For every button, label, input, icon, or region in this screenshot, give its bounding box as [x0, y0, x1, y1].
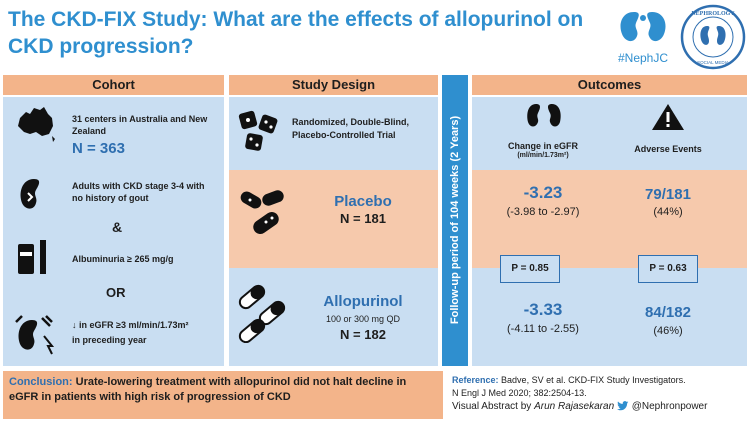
reference-block: Reference: Badve, SV et al. CKD-FIX Stud…	[452, 374, 748, 413]
visual-abstract-prefix: Visual Abstract by	[452, 401, 532, 412]
follow-up-bar	[442, 75, 468, 366]
design-type-panel	[229, 97, 438, 170]
dice-icon	[238, 110, 278, 151]
kidneys-icon	[527, 104, 561, 127]
reference-label: Reference:	[452, 375, 499, 385]
australia-map-icon	[18, 107, 55, 142]
page-title: The CKD-FIX Study: What are the effects …	[8, 8, 584, 58]
declining-kidney-icon	[15, 315, 55, 355]
cohort-criteria-egfr: ↓ in eGFR ≥3 ml/min/1.73m²	[72, 320, 189, 330]
allopurinol-label: Allopurinol	[323, 293, 403, 310]
warning-icon	[652, 104, 684, 130]
outcome-egfr-title: Change in eGFR	[507, 141, 578, 151]
twitter-handle[interactable]: @Nephronpower	[631, 401, 708, 412]
p-value-adverse-events: P = 0.63	[638, 255, 698, 283]
cohort-criteria-albuminuria: Albuminuria ≥ 265 mg/g	[72, 254, 174, 264]
reference-line2: N Engl J Med 2020; 382:2504-13.	[452, 388, 587, 398]
allopurinol-egfr-change: -3.33	[523, 300, 563, 319]
allopurinol-adverse-events: 84/182	[645, 304, 691, 321]
reference-line1: Badve, SV et al. CKD-FIX Study Investiga…	[501, 375, 686, 385]
twitter-icon	[616, 401, 629, 411]
svg-text:SOCIAL MEDIA: SOCIAL MEDIA	[697, 60, 729, 65]
outcome-ae-title: Adverse Events	[634, 144, 702, 154]
outcomes-allopurinol-panel	[472, 268, 747, 366]
study-design-type: Randomized, Double-Blind, Placebo-Contro…	[292, 117, 409, 140]
nephjc-label: #NephJC	[617, 51, 669, 65]
placebo-adverse-events: 79/181	[645, 186, 691, 203]
cohort-centers: 31 centers in Australia and New Zealand	[72, 114, 208, 136]
outcome-egfr-unit: (ml/min/1.73m²)	[517, 152, 569, 159]
allopurinol-ae-percent: (46%)	[653, 325, 683, 337]
allopurinol-egfr-ci: (-4.11 to -2.55)	[507, 323, 579, 335]
placebo-egfr-ci: (-3.98 to -2.97)	[506, 206, 580, 218]
follow-up-label: Follow-up period of 104 weeks (2 Years)	[449, 115, 461, 325]
kidney-icon	[620, 12, 666, 42]
cohort-criteria-egfr-period: in preceding year	[72, 335, 147, 345]
outcomes-titles-panel	[472, 97, 747, 170]
nephrology-seal-logo: NEPHROLOGY SOCIAL MEDIA	[680, 4, 746, 70]
visual-abstract-author: Arun Rajasekaran	[534, 401, 615, 412]
cohort-criteria-ckd: Adults with CKD stage 3-4 with no histor…	[72, 181, 205, 203]
placebo-n: N = 181	[340, 211, 386, 226]
outcomes-header: Outcomes	[472, 75, 747, 95]
cohort-header: Cohort	[3, 75, 224, 95]
conclusion-text: Urate-lowering treatment with allopurino…	[9, 376, 407, 403]
allopurinol-dose: 100 or 300 mg QD	[325, 314, 401, 324]
placebo-pills-icon	[240, 190, 284, 235]
conclusion-lead: Conclusion:	[9, 376, 73, 388]
urine-test-icon	[18, 240, 46, 274]
svg-text:NEPHROLOGY: NEPHROLOGY	[691, 11, 735, 17]
placebo-ae-percent: (44%)	[653, 206, 683, 218]
nephjc-logo: #NephJC	[612, 6, 674, 68]
allopurinol-capsules-icon	[238, 284, 286, 343]
outcomes-placebo-panel	[472, 170, 747, 268]
placebo-egfr-change: -3.23	[523, 183, 563, 202]
allopurinol-n: N = 182	[340, 327, 386, 342]
ckd-kidney-icon	[20, 179, 40, 209]
conclusion-box: Conclusion: Urate-lowering treatment wit…	[3, 371, 443, 419]
cohort-or: OR	[106, 285, 126, 300]
cohort-n: N = 363	[72, 140, 125, 157]
cohort-and: &	[112, 219, 123, 235]
p-value-egfr: P = 0.85	[500, 255, 560, 283]
cohort-panel	[3, 97, 224, 366]
placebo-label: Placebo	[334, 193, 392, 210]
study-design-header: Study Design	[229, 75, 438, 95]
